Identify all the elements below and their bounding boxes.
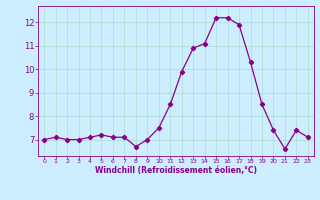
X-axis label: Windchill (Refroidissement éolien,°C): Windchill (Refroidissement éolien,°C) [95,166,257,175]
